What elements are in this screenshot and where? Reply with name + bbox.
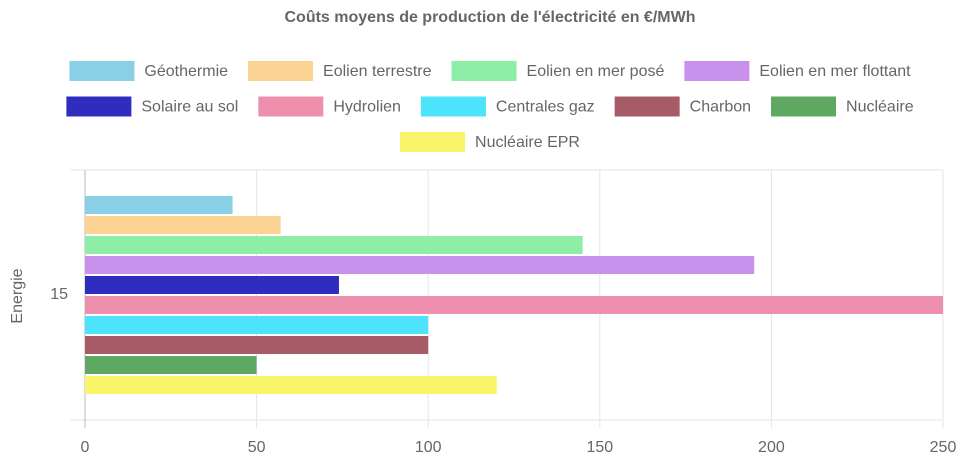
legend-item: Hydrolien (258, 96, 401, 117)
bar (85, 376, 497, 394)
legend-label: Hydrolien (333, 99, 401, 116)
legend-item: Eolien en mer flottant (684, 61, 911, 81)
legend-label: Eolien en mer posé (527, 63, 665, 80)
legend-label: Nucléaire (846, 99, 914, 116)
bar (85, 336, 429, 354)
bar (85, 256, 755, 274)
legend-item: Charbon (614, 96, 751, 117)
legend-label: Solaire au sol (141, 99, 238, 116)
legend-swatch (771, 96, 837, 117)
legend-swatch (66, 96, 132, 117)
bar (85, 356, 257, 374)
x-tick-label: 200 (758, 439, 785, 456)
x-tick-label: 250 (930, 439, 957, 456)
bar (85, 196, 233, 214)
legend-swatch (420, 96, 486, 117)
legend-label: Eolien terrestre (323, 63, 432, 80)
legend-swatch (258, 96, 324, 117)
legend-item: Géothermie (69, 61, 228, 81)
y-axis-title: Energie (9, 268, 26, 323)
bar (85, 316, 429, 334)
x-tick-label: 50 (248, 439, 266, 456)
x-tick-label: 100 (415, 439, 442, 456)
legend-swatch (69, 61, 135, 81)
legend-item: Solaire au sol (66, 96, 238, 117)
legend-label: Eolien en mer flottant (759, 63, 911, 80)
legend-label: Charbon (690, 99, 751, 116)
legend-label: Centrales gaz (496, 99, 595, 116)
legend-swatch (614, 96, 680, 117)
bar (85, 276, 339, 294)
legend-swatch (684, 61, 750, 81)
legend-label: Géothermie (144, 63, 228, 80)
bar (85, 236, 583, 254)
bar (85, 296, 943, 314)
legend-item: Nucléaire EPR (400, 132, 580, 152)
x-tick-label: 150 (586, 439, 613, 456)
legend-swatch (451, 61, 517, 81)
legend-swatch (248, 61, 314, 81)
chart-title: Coûts moyens de production de l'électric… (285, 9, 696, 26)
y-tick-label: 15 (50, 286, 68, 303)
x-tick-label: 0 (81, 439, 90, 456)
legend-item: Nucléaire (771, 96, 914, 117)
bar (85, 216, 281, 234)
legend-item: Eolien terrestre (248, 61, 432, 81)
legend-swatch (400, 132, 466, 152)
legend-label: Nucléaire EPR (475, 134, 580, 151)
legend-item: Centrales gaz (420, 96, 595, 117)
legend-item: Eolien en mer posé (451, 61, 665, 81)
